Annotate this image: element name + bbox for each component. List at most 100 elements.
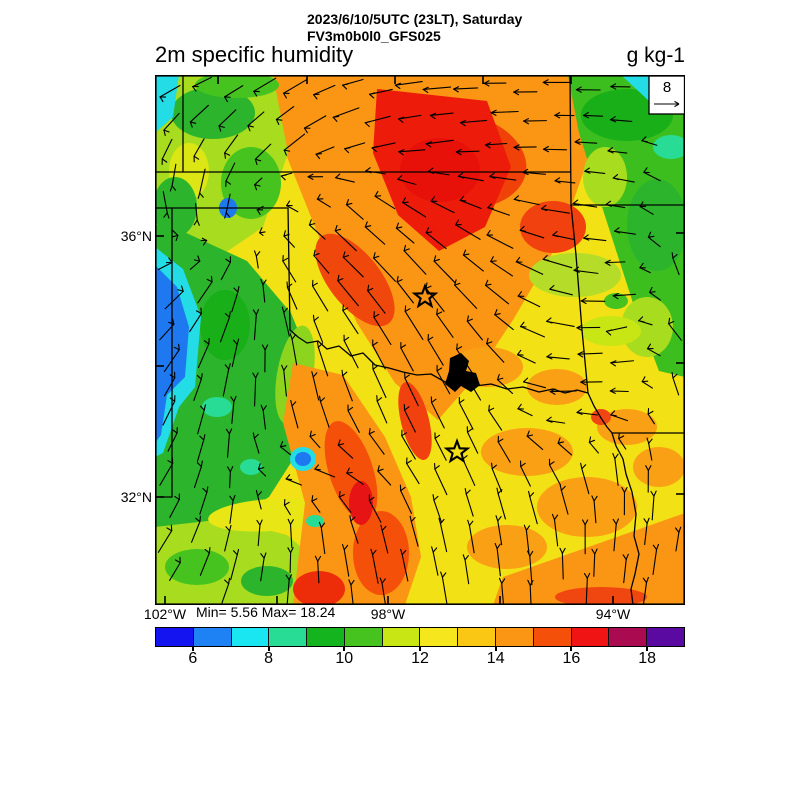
wind-arrow	[157, 524, 173, 553]
border-line	[289, 329, 589, 394]
wind-arrow	[398, 114, 422, 123]
wind-arrow	[582, 112, 604, 119]
minmax-label: Min= 5.56 Max= 18.24	[196, 604, 336, 620]
map-panel: 8	[153, 72, 689, 609]
wind-arrow	[466, 315, 483, 341]
wind-arrow	[394, 81, 423, 89]
wind-arrow	[496, 373, 514, 394]
wind-arrow	[559, 547, 566, 580]
humidity-map-canvas: 8	[153, 72, 689, 609]
wind-arrow	[337, 439, 354, 459]
wind-arrow	[260, 404, 267, 430]
humidity-contour-region	[208, 498, 332, 532]
wind-arrow	[282, 255, 297, 283]
wind-arrow	[377, 465, 392, 486]
humidity-contour-region	[583, 147, 627, 207]
wind-arrow	[612, 518, 619, 552]
wind-arrow	[433, 255, 456, 284]
humidity-contour-region	[202, 397, 232, 417]
wind-arrow	[189, 255, 201, 270]
wind-arrow	[252, 432, 260, 454]
humidity-contour-region	[493, 513, 685, 605]
wind-arrow	[373, 311, 392, 346]
wind-arrow	[314, 464, 336, 478]
wind-arrow	[189, 307, 202, 333]
wind-arrow	[646, 343, 661, 357]
colorbar-tick-label: 18	[638, 650, 657, 667]
wind-arrow	[641, 376, 653, 389]
wind-arrow	[230, 548, 240, 581]
wind-arrow	[546, 416, 566, 424]
wind-arrow	[430, 196, 455, 214]
border-line	[569, 74, 572, 206]
wind-arrow	[376, 395, 388, 424]
wind-arrow	[434, 432, 447, 461]
wind-arrow	[607, 147, 628, 154]
wind-arrow	[341, 369, 353, 402]
wind-arrow	[409, 515, 419, 547]
colorbar-tick-label: 10	[335, 650, 354, 667]
wind-arrow	[401, 429, 416, 460]
wind-arrow	[337, 274, 359, 307]
wind-arrow	[462, 554, 470, 585]
humidity-contour-region	[353, 511, 409, 595]
wind-arrow	[219, 311, 231, 343]
humidity-contour-region	[295, 452, 311, 466]
wind-arrow	[285, 474, 302, 486]
colorbar-tickmark	[267, 647, 270, 651]
wind-arrow	[436, 364, 451, 395]
wind-arrow	[494, 309, 514, 331]
colorbar-segment	[156, 628, 194, 646]
wind-arrow	[159, 457, 174, 486]
wind-arrow	[342, 304, 359, 335]
wind-arrow	[404, 372, 419, 407]
wind-arrow	[584, 167, 606, 175]
colorbar-segment	[420, 628, 459, 646]
wind-arrow	[400, 341, 414, 372]
wind-arrow	[162, 395, 176, 426]
wind-arrow	[256, 519, 263, 547]
plot-title-line1: 2023/6/10/5UTC (23LT), Saturday	[307, 11, 523, 27]
wind-arrow	[399, 484, 412, 514]
lat-tick-label: 36°N	[120, 228, 152, 244]
wind-arrow	[349, 515, 359, 544]
wind-arrow	[397, 175, 417, 186]
lon-tick-label: 98°W	[370, 606, 406, 622]
wind-arrow	[646, 437, 653, 461]
wind-arrow	[432, 494, 442, 523]
ref-vector-background	[648, 75, 686, 115]
wind-arrow	[373, 252, 396, 282]
wind-arrow	[520, 460, 531, 487]
wind-arrow	[522, 168, 547, 176]
colorbar-tick-label: 14	[486, 650, 505, 667]
wind-arrow	[307, 173, 324, 180]
wind-arrow	[229, 494, 236, 524]
wind-arrow	[515, 256, 544, 275]
wind-arrow	[275, 105, 295, 125]
wind-arrow	[466, 426, 479, 454]
plot-title-line2: FV3m0b0l0_GFS025	[307, 28, 441, 44]
wind-arrow	[370, 548, 379, 584]
wind-arrow	[164, 285, 184, 310]
state-borders	[154, 74, 686, 606]
colorbar-tickmark	[343, 647, 346, 651]
wind-arrow	[280, 172, 293, 181]
wind-arrow	[552, 231, 576, 241]
wind-arrow	[218, 109, 237, 132]
wind-arrow	[261, 344, 269, 373]
wind-arrow	[647, 408, 655, 425]
wind-arrow	[422, 86, 452, 94]
wind-arrow	[588, 436, 599, 454]
wind-arrow	[169, 163, 177, 192]
humidity-contour-region	[627, 179, 687, 271]
ref-vector-arrowhead	[674, 100, 680, 105]
wind-arrow	[580, 379, 603, 386]
wind-arrow	[282, 79, 307, 99]
wind-arrow	[612, 174, 635, 183]
wind-arrow	[285, 574, 292, 606]
wind-arrow	[438, 517, 448, 553]
wind-arrow	[455, 148, 480, 156]
wind-arrow	[609, 387, 629, 394]
wind-arrow	[316, 341, 329, 377]
